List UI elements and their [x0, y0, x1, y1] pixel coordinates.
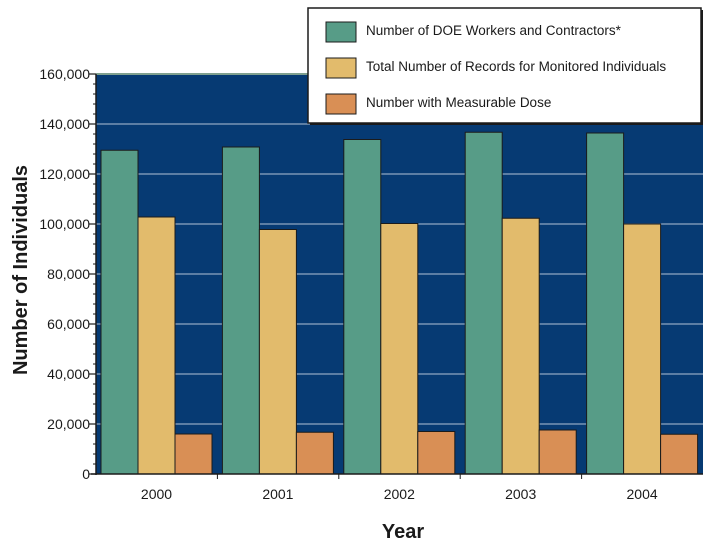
legend: Number of DOE Workers and Contractors* To… — [307, 7, 703, 125]
bar — [258, 229, 297, 475]
bar — [380, 223, 419, 475]
bar — [417, 431, 456, 475]
y-tick-label: 20,000 — [47, 416, 90, 432]
legend-swatch — [325, 21, 357, 43]
x-tick-label: 2001 — [262, 486, 293, 502]
bar — [464, 131, 503, 475]
bar — [100, 149, 139, 475]
plot-area — [96, 73, 703, 475]
bar — [295, 431, 334, 475]
y-axis-title: Number of Individuals — [10, 165, 32, 375]
bar — [221, 146, 260, 475]
y-tick-label: 100,000 — [39, 216, 90, 232]
bar — [586, 132, 625, 475]
x-tick-label: 2003 — [505, 486, 536, 502]
y-tick-label: 160,000 — [39, 66, 90, 82]
legend-box — [307, 7, 702, 124]
bar — [501, 217, 540, 475]
x-tick-label: 2002 — [384, 486, 415, 502]
bar — [623, 223, 662, 475]
legend-label: Total Number of Records for Monitored In… — [366, 59, 666, 74]
bar — [660, 433, 699, 475]
bar — [137, 216, 176, 475]
bar — [343, 139, 382, 475]
bar — [538, 429, 577, 475]
x-axis-title: Year — [382, 521, 424, 539]
y-tick-label: 0 — [82, 466, 90, 482]
legend-label: Number of DOE Workers and Contractors* — [366, 23, 622, 38]
legend-label: Number with Measurable Dose — [366, 95, 551, 110]
y-tick-label: 80,000 — [47, 266, 90, 282]
x-tick-label: 2004 — [627, 486, 658, 502]
y-tick-label: 60,000 — [47, 316, 90, 332]
legend-swatch — [325, 57, 357, 79]
y-tick-label: 140,000 — [39, 116, 90, 132]
y-tick-label: 40,000 — [47, 366, 90, 382]
axes: 0 20,000 40,000 60,000 80,000 100,000 120,000 1… — [39, 66, 703, 502]
y-tick-label: 120,000 — [39, 166, 90, 182]
x-tick-label: 2000 — [141, 486, 172, 502]
bar — [174, 433, 213, 475]
legend-swatch — [325, 93, 357, 115]
